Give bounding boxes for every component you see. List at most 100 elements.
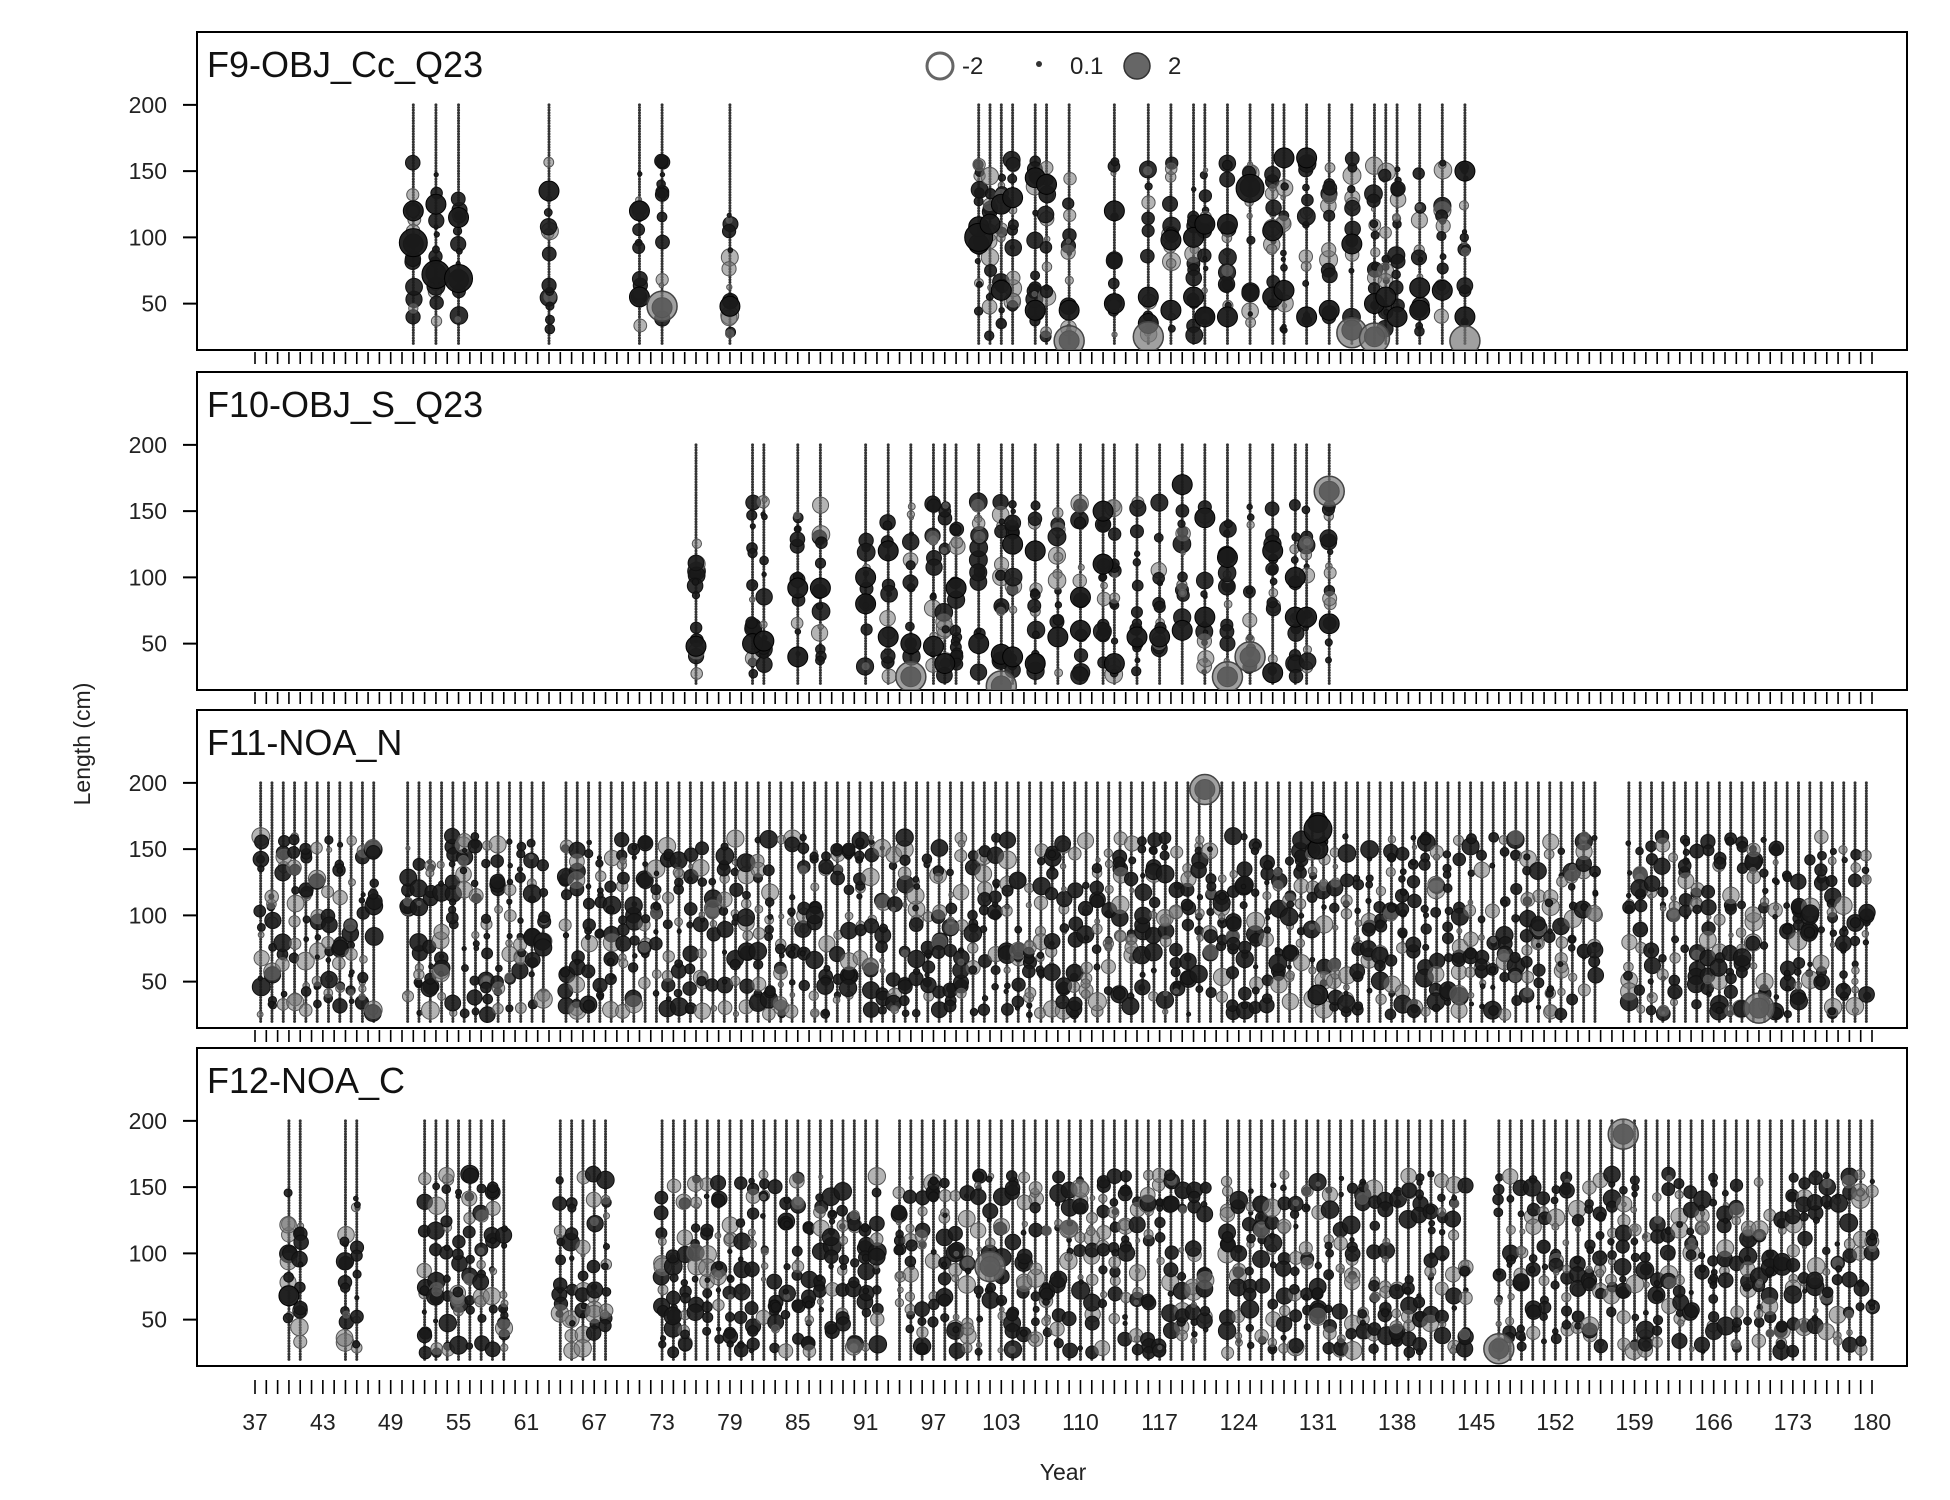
bubble-point (1112, 119, 1116, 123)
bubble-point (988, 161, 992, 165)
bubble-point (637, 153, 641, 157)
bubble-point (637, 333, 641, 337)
bubble-point (694, 618, 698, 622)
bubble-point (547, 174, 551, 178)
bubble-point (1372, 127, 1376, 131)
bubble-point (886, 456, 890, 460)
bubble-point (909, 594, 913, 598)
bubble-point (425, 193, 447, 215)
bubble-point (411, 103, 415, 107)
bubble-point (457, 164, 461, 168)
bubble-point (864, 650, 868, 654)
bubble-point (1194, 213, 1216, 235)
bubble-point (434, 169, 438, 173)
bubble-point (1384, 111, 1388, 115)
bubble-point (1169, 119, 1173, 123)
bubble-point (1192, 180, 1196, 184)
bubble-point (909, 469, 913, 473)
bubble-point (954, 679, 958, 683)
bubble-point (864, 517, 868, 521)
bubble-point (999, 132, 1003, 136)
bubble-point (728, 169, 732, 173)
bubble-point (1350, 113, 1354, 117)
bubble-point (1305, 227, 1309, 231)
bubble-point (728, 129, 732, 133)
bubble-point (1225, 209, 1229, 213)
bubble-point (886, 461, 890, 465)
bubble-point (762, 549, 766, 553)
bubble-point (727, 247, 734, 254)
bubble-point (457, 153, 461, 157)
bubble-point (1463, 182, 1467, 186)
bubble-point (411, 111, 415, 115)
bubble-point (1271, 265, 1275, 269)
bubble-point (1384, 238, 1388, 242)
bubble-point (943, 589, 947, 593)
bubble-point (1033, 113, 1037, 117)
bubble-point (411, 127, 415, 131)
bubble-point (1395, 137, 1399, 141)
bubble-point (977, 610, 981, 614)
bubble-point (1011, 121, 1015, 125)
bubble-point (457, 121, 461, 125)
bubble-point (977, 270, 981, 274)
bubble-point (1067, 272, 1071, 276)
bubble-point (977, 267, 981, 271)
bubble-point (909, 615, 913, 619)
bubble-point (931, 477, 935, 481)
bubble-point (1271, 153, 1275, 157)
bubble-point (796, 673, 800, 677)
bubble-point (1463, 145, 1467, 149)
bubble-point (751, 472, 755, 476)
bubble-point (411, 341, 415, 345)
bubble-point (818, 673, 822, 677)
bubble-point (1169, 286, 1173, 290)
bubble-point (1045, 312, 1049, 316)
bubble-point (818, 514, 822, 518)
bubble-point (790, 616, 804, 630)
bubble-point (864, 501, 868, 505)
bubble-point (796, 567, 800, 571)
bubble-point (999, 108, 1003, 112)
bubble-point (1463, 108, 1467, 112)
bubble-point (864, 512, 868, 516)
bubble-point (1169, 185, 1173, 189)
bubble-point (1463, 124, 1467, 128)
bubble-point (977, 140, 981, 144)
bubble-point (1461, 229, 1468, 235)
bubble-point (547, 129, 551, 133)
bubble-point (1440, 111, 1444, 115)
bubble-point (1327, 331, 1331, 335)
bubble-point (1384, 241, 1388, 245)
bubble-point (941, 625, 950, 634)
bubble-point (886, 467, 890, 471)
bubble-point (434, 111, 438, 115)
bubble-point (1435, 218, 1451, 234)
bubble-point (1169, 113, 1173, 117)
bubble-point (1146, 156, 1150, 160)
bubble-point (864, 679, 868, 683)
bubble-point (1248, 251, 1252, 255)
bubble-point (1271, 267, 1275, 271)
bubble-point (1067, 113, 1071, 117)
bubble-point (1112, 246, 1116, 250)
bubble-point (457, 116, 461, 120)
bubble-point (1282, 204, 1286, 208)
bubble-point (796, 559, 800, 563)
bubble-point (1305, 336, 1309, 340)
bubble-point (457, 166, 461, 170)
bubble-point (660, 132, 664, 136)
bubble-point (1384, 127, 1388, 131)
bubble-point (1417, 256, 1424, 263)
bubble-point (954, 493, 958, 497)
bubble-point (1011, 267, 1015, 271)
bubble-point (1372, 318, 1376, 322)
bubble-point (751, 443, 755, 447)
bubble-point (411, 328, 415, 332)
bubble-point (1225, 151, 1229, 155)
bubble-point (1440, 106, 1444, 110)
bubble-point (1033, 196, 1037, 200)
bubble-point (434, 238, 438, 242)
bubble-point (998, 306, 1005, 314)
bubble-point (1067, 169, 1071, 173)
